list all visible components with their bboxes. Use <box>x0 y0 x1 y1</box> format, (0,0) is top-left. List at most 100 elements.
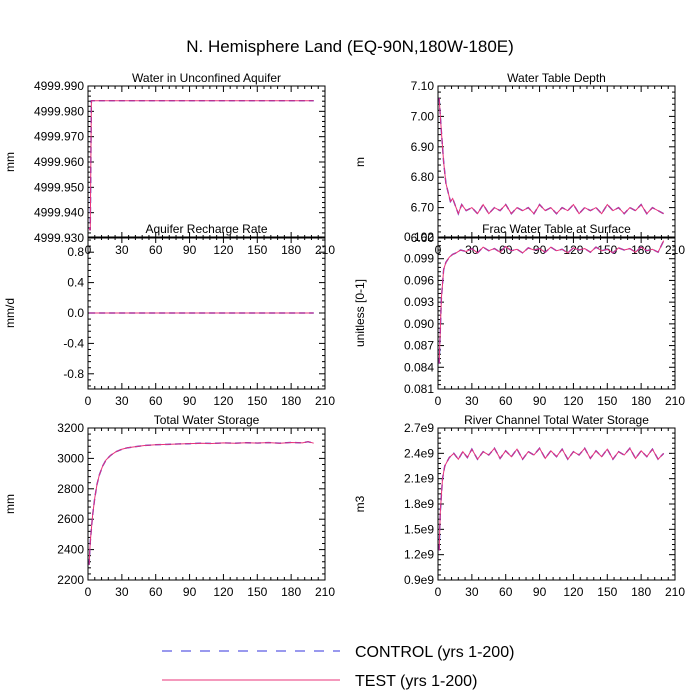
x-tick-label: 30 <box>465 585 479 599</box>
x-tick-label: 0 <box>435 394 442 408</box>
x-tick-label: 210 <box>315 394 335 408</box>
x-tick-label: 120 <box>563 243 583 257</box>
y-tick-label: 0.084 <box>404 360 434 374</box>
panel-title: Water in Unconfined Aquifer <box>132 71 281 85</box>
x-tick-label: 0 <box>85 394 92 408</box>
plot-frame <box>87 427 326 581</box>
y-tick-label: 0.087 <box>404 339 434 353</box>
x-tick-label: 0 <box>85 585 92 599</box>
series-control-line <box>438 447 665 551</box>
y-tick-label: 2600 <box>57 512 84 526</box>
legend-label: TEST (yrs 1-200) <box>355 673 477 690</box>
x-tick-label: 90 <box>533 394 547 408</box>
panel-4: Frac Water Table at Surface unitless [0-1… <box>353 222 685 408</box>
x-tick-label: 150 <box>247 394 267 408</box>
x-tick-label: 90 <box>533 585 547 599</box>
y-tick-label: 0.099 <box>404 252 434 266</box>
plot-frame <box>437 85 676 239</box>
y-tick-label: 3000 <box>57 451 84 465</box>
y-tick-label: 0.9e9 <box>404 573 434 587</box>
y-tick-label: 7.10 <box>411 79 435 93</box>
y-axis-label: mm <box>3 494 17 514</box>
series-control-line <box>88 440 314 565</box>
series-test-line <box>88 100 314 231</box>
y-tick-label: 4999.950 <box>34 180 84 194</box>
y-axis-label: m <box>353 157 367 167</box>
y-tick-label: 2800 <box>57 482 84 496</box>
y-tick-label: 3200 <box>57 421 84 435</box>
x-tick-label: 180 <box>631 394 651 408</box>
legend-item-control: CONTROL (yrs 1-200) <box>162 644 514 661</box>
x-tick-label: 30 <box>465 243 479 257</box>
panel-title: River Channel Total Water Storage <box>464 413 649 427</box>
y-tick-label: 4999.970 <box>34 130 84 144</box>
y-axis-label: m3 <box>353 495 367 512</box>
y-tick-label: 1.8e9 <box>404 497 434 511</box>
x-tick-label: 210 <box>665 394 685 408</box>
legend-item-test: TEST (yrs 1-200) <box>162 673 477 690</box>
legend: CONTROL (yrs 1-200) TEST (yrs 1-200) <box>162 644 514 690</box>
y-tick-label: 0.0 <box>67 306 84 320</box>
y-axis-label: mm <box>3 152 17 172</box>
series-control-line <box>88 99 314 231</box>
x-tick-label: 120 <box>563 394 583 408</box>
x-tick-label: 180 <box>281 585 301 599</box>
x-tick-label: 60 <box>149 394 163 408</box>
y-tick-label: -0.8 <box>63 367 84 381</box>
y-tick-label: 6.70 <box>411 201 435 215</box>
y-tick-label: -0.4 <box>63 336 84 350</box>
y-tick-label: 6.80 <box>411 170 435 184</box>
y-tick-label: 2400 <box>57 543 84 557</box>
x-tick-label: 30 <box>115 585 129 599</box>
y-tick-label: 4999.980 <box>34 104 84 118</box>
x-tick-label: 60 <box>499 243 513 257</box>
x-tick-label: 180 <box>631 585 651 599</box>
panel-3: Aquifer Recharge Rate mm/d 0 30 60 90 120 150 18… <box>3 222 335 408</box>
x-tick-label: 30 <box>115 243 129 257</box>
series-test-line <box>438 240 665 364</box>
x-tick-label: 210 <box>315 585 335 599</box>
x-tick-label: 60 <box>499 585 513 599</box>
series-test-line <box>438 447 665 551</box>
x-tick-label: 90 <box>183 394 197 408</box>
x-tick-label: 120 <box>213 585 233 599</box>
x-tick-label: 30 <box>115 394 129 408</box>
y-tick-label: 0.4 <box>67 276 84 290</box>
plot-frame <box>87 85 326 239</box>
y-tick-label: 4999.960 <box>34 155 84 169</box>
y-tick-label: 0.096 <box>404 273 434 287</box>
y-tick-label: 0.102 <box>404 230 434 244</box>
y-tick-label: 1.5e9 <box>404 522 434 536</box>
plot-frame <box>437 236 676 390</box>
x-tick-label: 60 <box>149 585 163 599</box>
plot-frame <box>437 427 676 581</box>
x-tick-label: 120 <box>563 585 583 599</box>
x-tick-label: 180 <box>631 243 651 257</box>
y-axis-label: mm/d <box>3 298 17 328</box>
x-tick-label: 90 <box>183 585 197 599</box>
x-tick-label: 60 <box>499 394 513 408</box>
y-tick-label: 0.090 <box>404 317 434 331</box>
y-tick-label: 2.4e9 <box>404 446 434 460</box>
x-tick-label: 120 <box>213 243 233 257</box>
panel-6: River Channel Total Water Storage m3 0 30 60… <box>353 413 685 599</box>
panel-title: Frac Water Table at Surface <box>482 222 631 236</box>
x-tick-label: 180 <box>281 394 301 408</box>
y-tick-label: 0.093 <box>404 295 434 309</box>
y-tick-label: 0.8 <box>67 245 84 259</box>
y-tick-label: 0.081 <box>404 382 434 396</box>
x-tick-label: 150 <box>597 585 617 599</box>
panel-title: Water Table Depth <box>507 71 606 85</box>
x-tick-label: 150 <box>597 394 617 408</box>
series-control-line <box>438 98 665 216</box>
legend-label: CONTROL (yrs 1-200) <box>355 644 514 661</box>
y-tick-label: 2.1e9 <box>404 472 434 486</box>
x-tick-label: 30 <box>465 394 479 408</box>
x-tick-label: 90 <box>533 243 547 257</box>
panel-title: Aquifer Recharge Rate <box>145 222 267 236</box>
y-tick-label: 7.00 <box>411 109 435 123</box>
y-tick-label: 4999.990 <box>34 79 84 93</box>
y-axis-label: unitless [0-1] <box>353 279 367 347</box>
